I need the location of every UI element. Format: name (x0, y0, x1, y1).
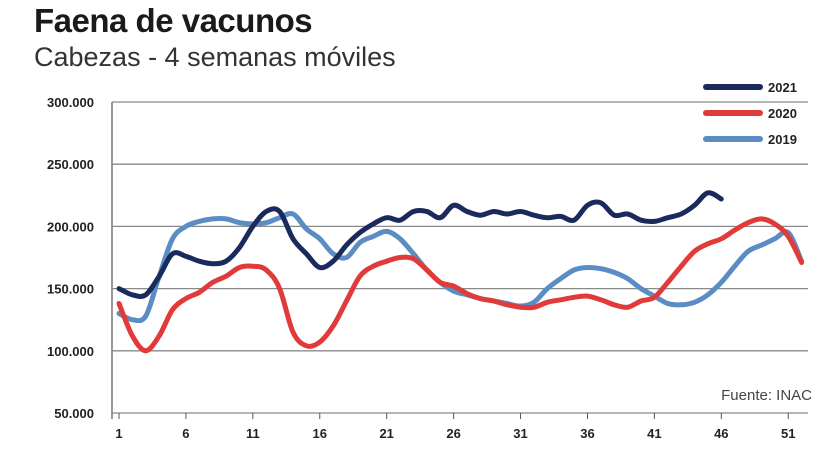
y-tick-label: 300.000 (47, 95, 94, 110)
y-tick-label: 100.000 (47, 344, 94, 359)
x-tick-label: 46 (714, 426, 728, 441)
x-tick-label: 36 (580, 426, 594, 441)
series-line-2019 (116, 211, 805, 324)
chart-subtitle: Cabezas - 4 semanas móviles (34, 42, 396, 72)
x-tick-label: 21 (379, 426, 393, 441)
x-tick-label: 31 (513, 426, 527, 441)
series-layer (116, 190, 805, 354)
x-tick-label: 6 (182, 426, 189, 441)
x-tick-label: 1 (115, 426, 122, 441)
x-axis-ticks: 1 6 11 16 21 26 31 36 41 46 51 (115, 413, 795, 441)
y-tick-label: 250.000 (47, 157, 94, 172)
x-tick-label: 11 (246, 426, 260, 441)
x-tick-label: 51 (781, 426, 795, 441)
series-line-2021 (116, 190, 724, 299)
y-axis-ticks: 300.000 250.000 200.000 150.000 100.000 50.00… (47, 95, 94, 421)
legend-label-2020: 2020 (768, 106, 797, 121)
legend-label-2019: 2019 (768, 132, 797, 147)
series-line-2020 (116, 216, 805, 354)
x-tick-label: 41 (647, 426, 661, 441)
y-tick-label: 150.000 (47, 282, 94, 297)
source-label: Fuente: INAC (721, 387, 812, 404)
legend: 2021 2020 2019 (703, 80, 797, 147)
y-tick-label: 200.000 (47, 219, 94, 234)
y-tick-label: 50.000 (54, 406, 94, 421)
legend-label-2021: 2021 (768, 80, 797, 95)
grid-layer (111, 101, 808, 419)
x-tick-label: 16 (313, 426, 327, 441)
chart-title: Faena de vacunos (34, 2, 313, 39)
x-tick-label: 26 (446, 426, 460, 441)
